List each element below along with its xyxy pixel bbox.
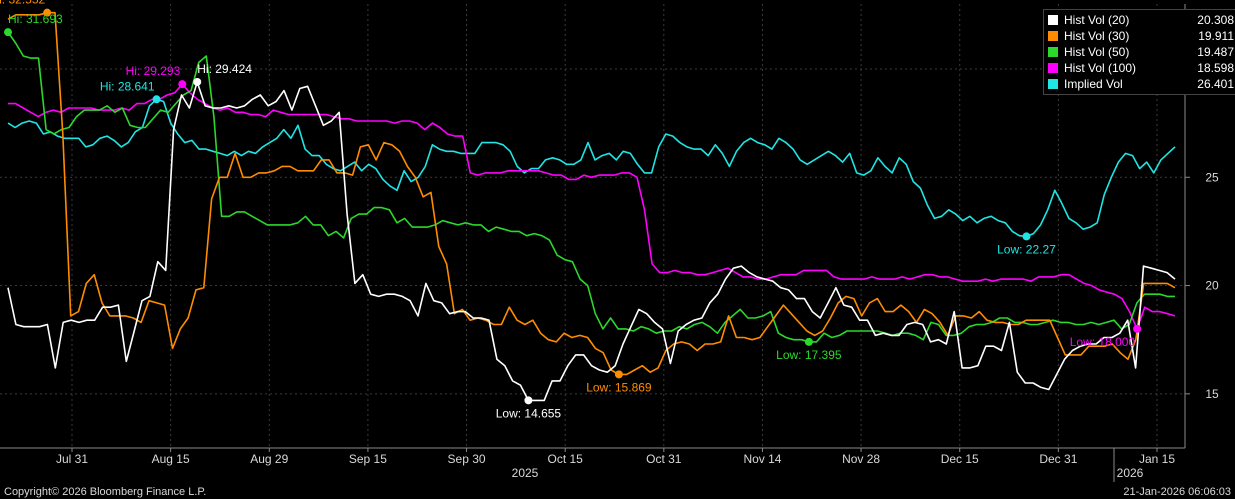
x-tick-label: Oct 31 (646, 452, 682, 466)
legend-series-name: Hist Vol (20) (1064, 13, 1130, 27)
x-tick-label: Jan 15 (1139, 452, 1175, 466)
legend-last-value: 20.308 (1197, 13, 1234, 27)
x-tick-label: Oct 15 (548, 452, 584, 466)
annotation-label: Hi: 32.552 (0, 0, 45, 7)
x-tick-label: Dec 15 (941, 452, 979, 466)
legend-item: Hist Vol (30) 19.911 (1048, 28, 1234, 44)
x-tick-label: Sep 15 (349, 452, 387, 466)
series-line-hist-vol-30 (7, 11, 1176, 376)
year-label: 2025 (512, 466, 539, 480)
legend-swatch (1048, 79, 1058, 89)
annotation-label: Low: 14.655 (496, 406, 562, 420)
annotation-label: Hi: 29.424 (197, 62, 252, 76)
year-label: 2026 (1117, 466, 1144, 480)
x-tick-label: Jul 31 (56, 452, 88, 466)
legend-last-value: 19.487 (1197, 45, 1234, 59)
extreme-marker (193, 77, 202, 86)
x-tick-label: Aug 29 (250, 452, 288, 466)
legend: Hist Vol (20) 20.308 Hist Vol (30) 19.911 Hi… (1043, 9, 1235, 95)
legend-series-name: Hist Vol (100) (1064, 61, 1137, 75)
x-tick-label: Aug 15 (152, 452, 190, 466)
x-tick-label: Nov 28 (842, 452, 880, 466)
extreme-marker (804, 337, 813, 346)
extreme-marker (1133, 324, 1142, 333)
x-axis: Jul 31 Aug 15 Aug 29 Sep 15 Sep 30 Oct 15 Oct … (0, 447, 1185, 482)
legend-swatch (1048, 47, 1058, 57)
series-line-implied-vol (7, 98, 1176, 238)
y-tick-label: 25 (1205, 170, 1219, 184)
annotation-label: Low: 17.395 (776, 348, 842, 362)
legend-series-name: Implied Vol (1064, 77, 1123, 91)
series-line-hist-vol-20 (7, 81, 1176, 402)
legend-swatch (1048, 31, 1058, 41)
annotation-layer: Hi: 32.552 Hi: 31.693 Hi: 29.293 Hi: 29.424… (0, 0, 1135, 420)
extreme-marker (43, 8, 52, 17)
copyright-text: Copyright© 2026 Bloomberg Finance L.P. (4, 486, 207, 498)
annotation-label: Low: 15.869 (586, 380, 652, 394)
series-line-hist-vol-50 (7, 31, 1175, 343)
legend-item: Hist Vol (20) 20.308 (1048, 12, 1234, 28)
extreme-marker (4, 28, 12, 37)
annotation-label: Low: 18.000 (1070, 335, 1136, 349)
annotation-label: Low: 22.27 (997, 242, 1056, 256)
annotation-label: Hi: 28.641 (100, 79, 155, 93)
extreme-marker (614, 370, 623, 379)
extreme-marker (178, 80, 187, 89)
y-tick-label: 20 (1205, 279, 1219, 293)
legend-last-value: 18.598 (1197, 61, 1234, 75)
legend-item: Implied Vol 26.401 (1048, 76, 1234, 92)
x-tick-label: Dec 31 (1039, 452, 1077, 466)
legend-series-name: Hist Vol (50) (1064, 45, 1130, 59)
legend-swatch (1048, 15, 1058, 25)
legend-item: Hist Vol (50) 19.487 (1048, 44, 1234, 60)
grid-lines (0, 4, 1185, 448)
legend-swatch (1048, 63, 1058, 73)
series-line-hist-vol-100 (8, 83, 1176, 330)
legend-series-name: Hist Vol (30) (1064, 29, 1130, 43)
series-layer (7, 11, 1176, 402)
legend-item: Hist Vol (100) 18.598 (1048, 60, 1234, 76)
y-tick-label: 15 (1205, 387, 1219, 401)
annotation-label: Hi: 31.693 (8, 12, 63, 26)
extreme-marker (1022, 232, 1031, 241)
legend-last-value: 26.401 (1197, 77, 1234, 91)
x-tick-label: Nov 14 (743, 452, 781, 466)
extreme-marker (524, 396, 533, 405)
annotation-label: Hi: 29.293 (126, 64, 181, 78)
x-tick-label: Sep 30 (448, 452, 486, 466)
timestamp-text: 21-Jan-2026 06:06:03 (1123, 486, 1231, 498)
extreme-marker (152, 95, 161, 104)
legend-last-value: 19.911 (1198, 29, 1234, 43)
marker-layer (4, 8, 1142, 405)
